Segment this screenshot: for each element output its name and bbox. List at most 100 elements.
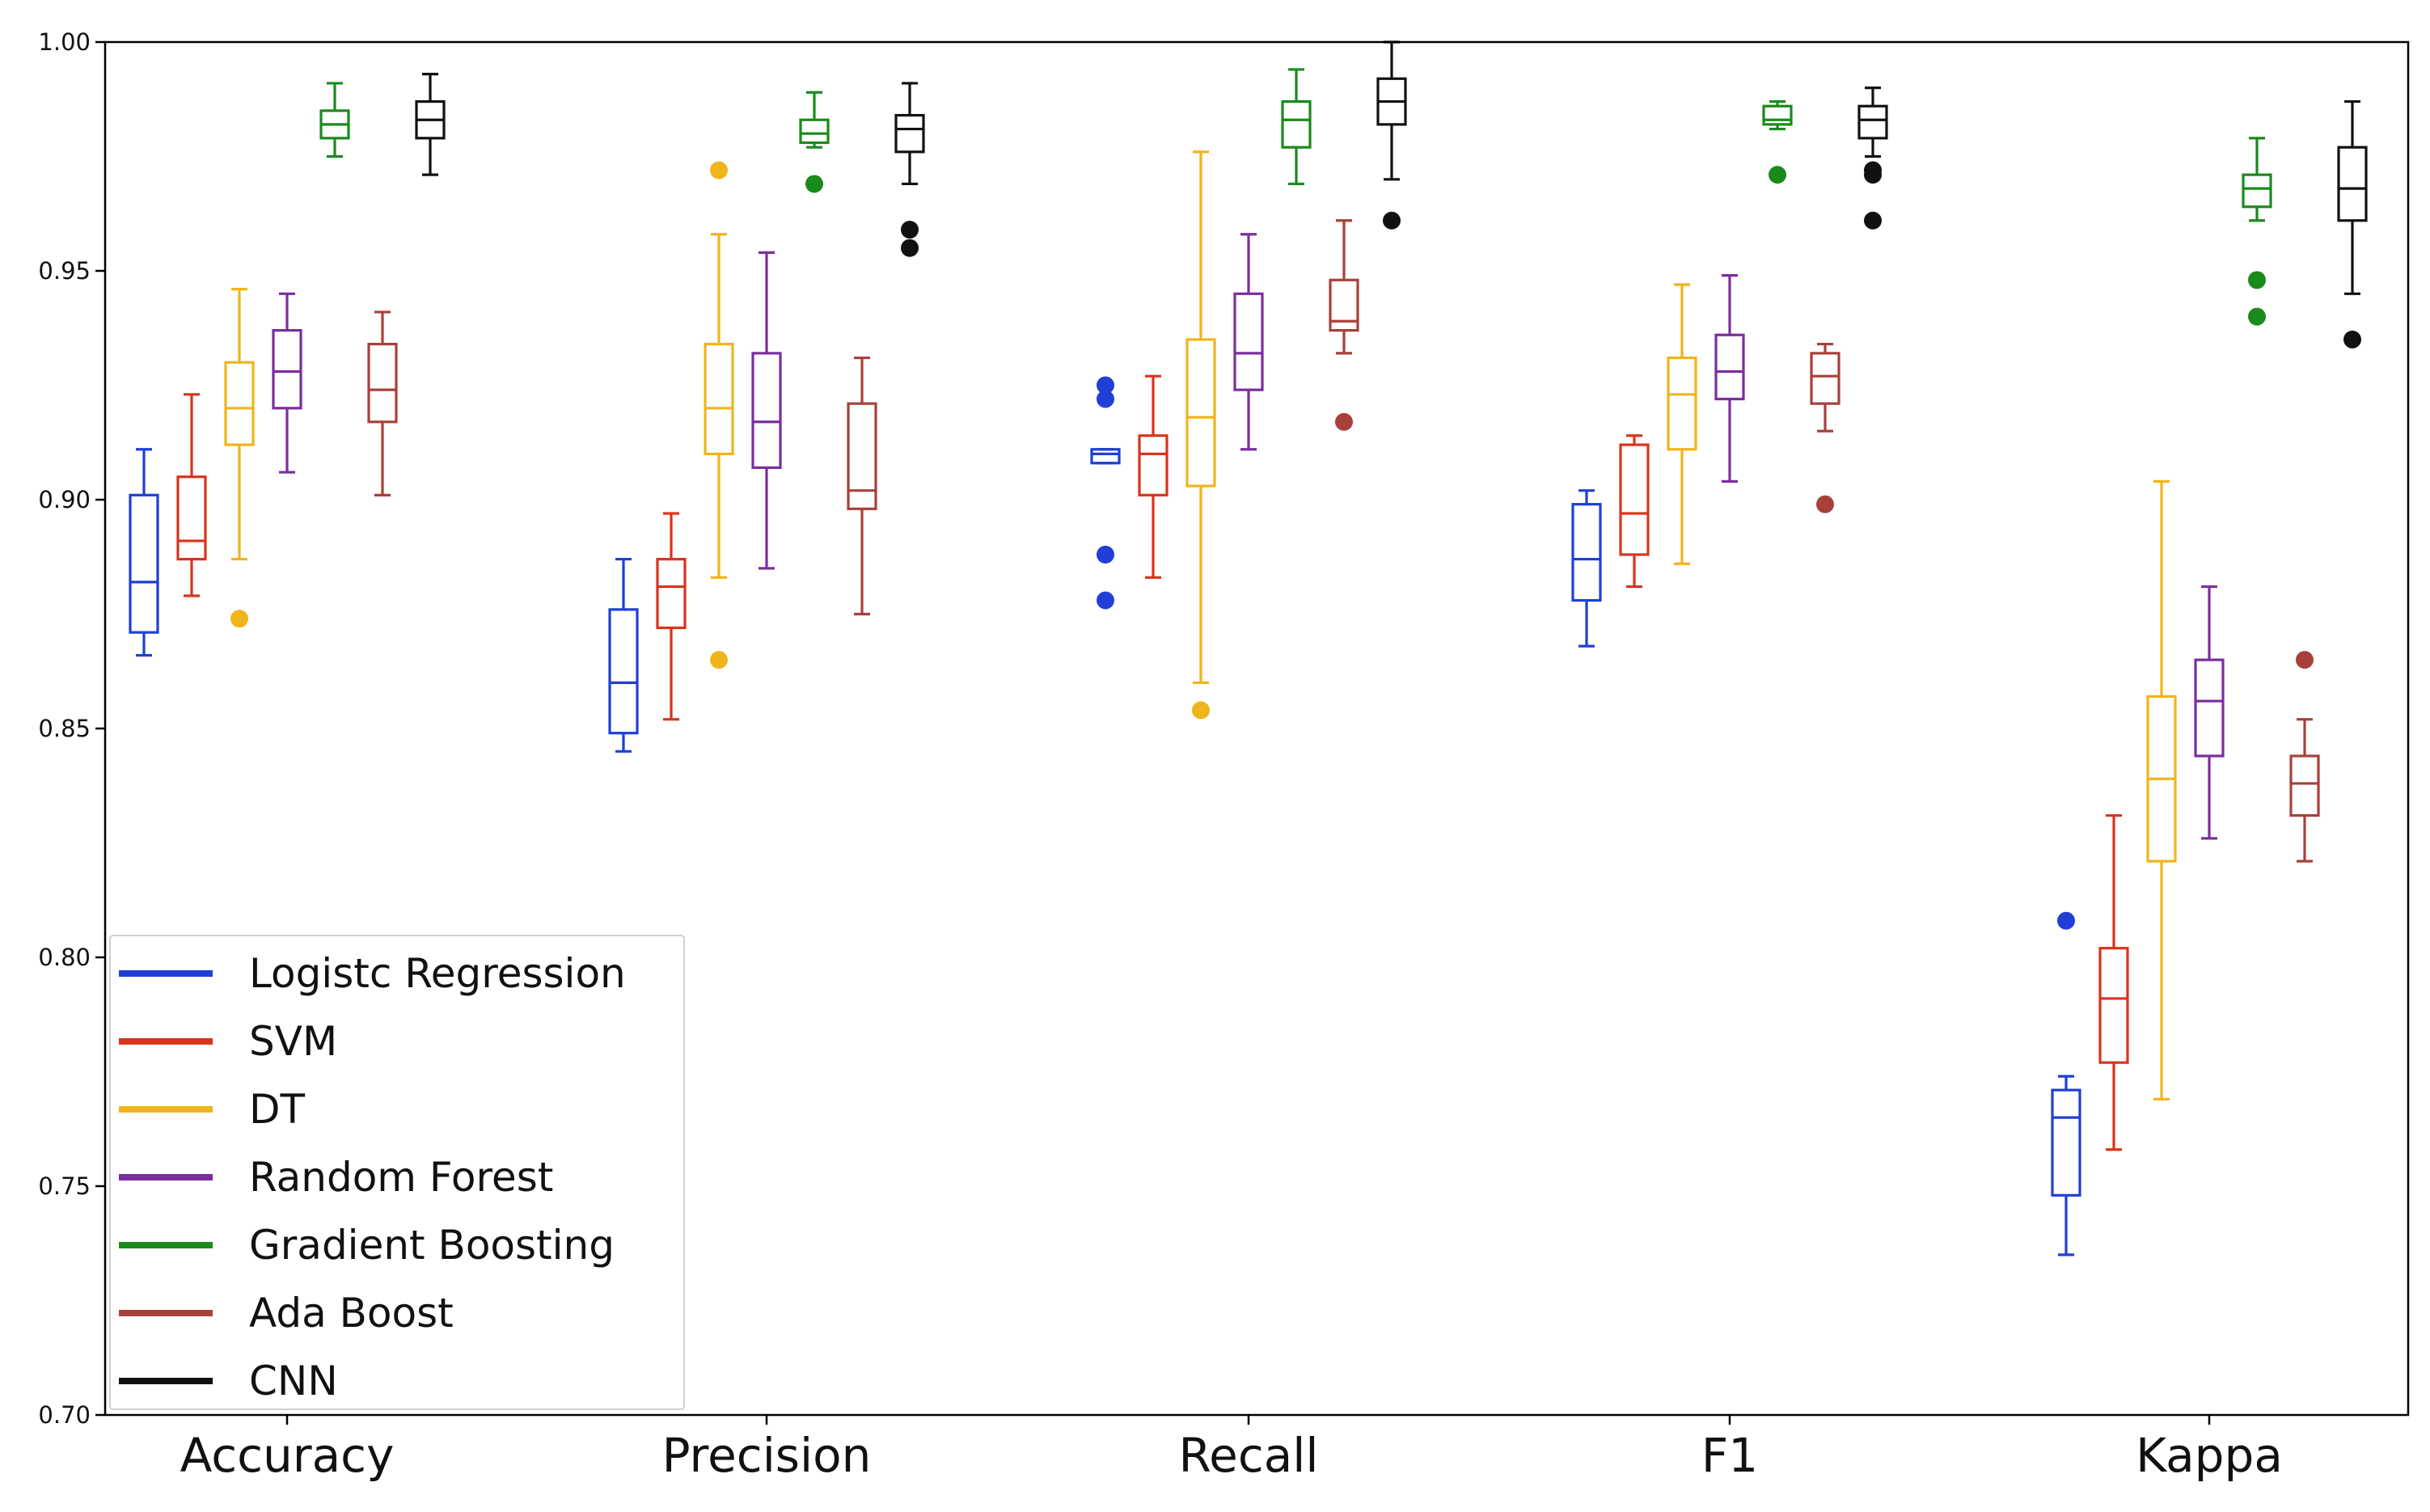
outlier-point [1769, 166, 1786, 184]
box-kappa [2051, 911, 2081, 1256]
x-tick-label: Kappa [2136, 1428, 2283, 1483]
series-dt [224, 150, 2177, 1101]
axes: 0.70 0.75 0.80 0.85 0.90 0.95 1.00 Accuracy Prec… [38, 28, 2410, 1483]
box-iqr [176, 475, 207, 561]
box-f1 [1857, 86, 1888, 230]
box-iqr [1714, 333, 1745, 401]
y-tick-label: 0.75 [38, 1172, 91, 1200]
outlier-point [710, 161, 728, 179]
box-precision [799, 91, 830, 193]
box-f1 [1714, 274, 1745, 483]
legend-label: CNN [249, 1358, 338, 1404]
legend-label: Ada Boost [249, 1290, 454, 1337]
box-accuracy [129, 448, 159, 657]
outlier-point [1097, 591, 1114, 610]
outlier-point [2248, 307, 2266, 326]
legend-label: DT [249, 1086, 306, 1133]
outlier-point [2343, 330, 2361, 348]
box-recall [1376, 40, 1407, 230]
outlier-point [1335, 412, 1353, 431]
box-iqr [2242, 173, 2272, 209]
box-iqr [224, 361, 255, 446]
box-f1 [1810, 342, 1840, 513]
box-iqr [1233, 292, 1264, 391]
box-iqr [1329, 278, 1359, 332]
box-recall [1233, 233, 1264, 451]
outlier-point [901, 239, 919, 257]
x-tick-label: Accuracy [180, 1428, 395, 1483]
y-tick-label: 0.95 [38, 257, 91, 285]
outlier-point [2248, 271, 2266, 289]
box-f1 [1571, 489, 1602, 648]
box-accuracy [415, 73, 446, 176]
x-tick-label: F1 [1701, 1428, 1758, 1483]
box-precision [751, 251, 782, 570]
box-kappa [2194, 585, 2225, 840]
box-iqr [1762, 104, 1793, 126]
legend-label: Gradient Boosting [249, 1222, 615, 1269]
outlier-point [1864, 166, 1882, 184]
box-accuracy [319, 82, 350, 158]
series-logistc-regression [129, 376, 2081, 1256]
series-cnn [415, 40, 2368, 348]
box-kappa [2242, 137, 2272, 326]
box-precision [608, 557, 639, 753]
y-tick-label: 0.90 [38, 486, 91, 513]
box-f1 [1619, 434, 1650, 589]
box-iqr [1857, 104, 1888, 140]
box-precision [894, 82, 925, 257]
box-iqr [1090, 448, 1121, 465]
box-iqr [1138, 434, 1169, 496]
box-accuracy [224, 288, 255, 628]
legend-label: Random Forest [249, 1154, 553, 1201]
box-precision [704, 161, 734, 669]
box-recall [1185, 150, 1216, 720]
box-iqr [1619, 443, 1650, 556]
box-iqr [2337, 146, 2368, 222]
box-iqr [1667, 356, 1697, 451]
box-iqr [894, 113, 925, 154]
box-recall [1329, 219, 1359, 431]
x-tick-label: Recall [1178, 1428, 1318, 1483]
box-iqr [799, 118, 830, 145]
box-iqr [2194, 658, 2225, 758]
box-recall [1138, 374, 1169, 579]
box-iqr [129, 493, 159, 634]
outlier-point [2296, 651, 2314, 669]
outlier-point [1864, 211, 1882, 230]
box-kappa [2146, 479, 2177, 1101]
box-kappa [2289, 651, 2320, 863]
box-iqr [1571, 503, 1602, 602]
outlier-point [1097, 390, 1114, 408]
box-iqr [608, 608, 639, 735]
box-iqr [367, 342, 398, 424]
box-iqr [1281, 99, 1312, 149]
x-tick-label: Precision [662, 1428, 872, 1483]
box-precision [656, 512, 687, 721]
box-iqr [1810, 352, 1840, 405]
legend-box [109, 935, 685, 1410]
legend: Logistc Regression SVM DT Random Forest Grad… [109, 935, 685, 1410]
outlier-point [805, 175, 823, 193]
outlier-point [1097, 545, 1114, 564]
box-f1 [1762, 99, 1793, 184]
series-svm [176, 374, 2129, 1151]
box-iqr [751, 352, 782, 469]
box-iqr [704, 342, 734, 455]
outlier-point [710, 651, 728, 669]
outlier-point [901, 221, 919, 239]
box-iqr [656, 557, 687, 630]
y-tick-label: 1.00 [38, 28, 91, 56]
outlier-point [1383, 211, 1401, 230]
box-iqr [2098, 947, 2129, 1064]
y-tick-label: 0.80 [38, 944, 91, 971]
plot-marks [129, 40, 2368, 1256]
box-f1 [1667, 283, 1697, 565]
outlier-point [1816, 495, 1834, 513]
outlier-point [2057, 911, 2075, 930]
y-tick-label: 0.85 [38, 715, 91, 742]
box-precision [847, 356, 877, 616]
box-iqr [847, 402, 877, 510]
series-gradient-boosting [319, 68, 2272, 326]
